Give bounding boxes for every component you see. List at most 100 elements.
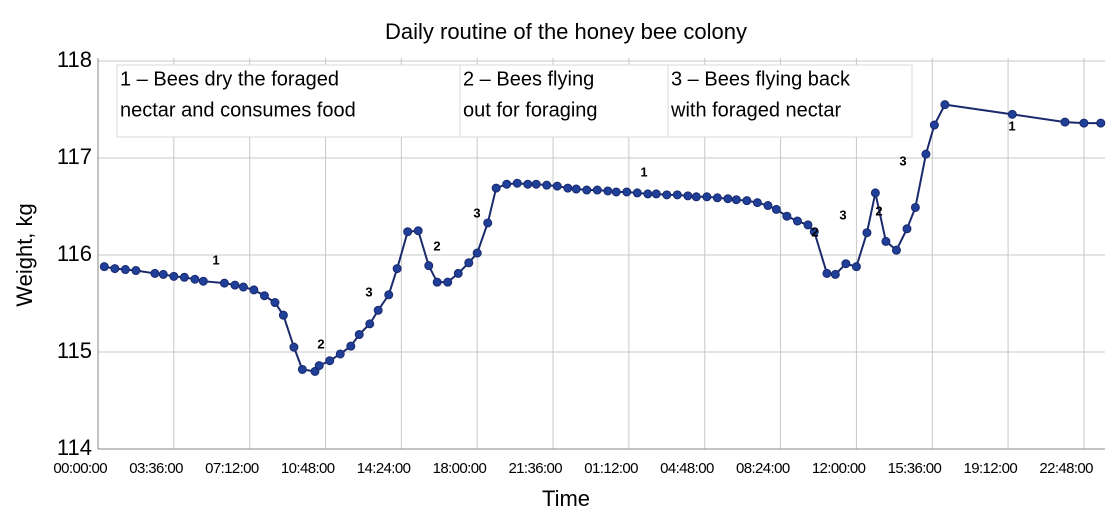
marker bbox=[542, 180, 552, 190]
annotation: 3 bbox=[839, 207, 846, 222]
note-text: 2 – Bees flying bbox=[463, 68, 594, 90]
marker bbox=[150, 268, 160, 278]
marker bbox=[712, 193, 722, 203]
marker bbox=[940, 100, 950, 110]
x-tick-label: 10:48:00 bbox=[281, 460, 335, 477]
marker bbox=[603, 186, 613, 196]
marker bbox=[365, 319, 375, 329]
annotation: 2 bbox=[317, 336, 324, 351]
x-tick-label: 01:12:00 bbox=[584, 460, 638, 477]
note-text: 3 – Bees flying back bbox=[671, 68, 851, 90]
x-tick-label: 14:24:00 bbox=[357, 460, 411, 477]
marker bbox=[472, 248, 482, 258]
y-tick-label: 114 bbox=[57, 435, 92, 460]
marker bbox=[249, 285, 259, 295]
annotation: 3 bbox=[365, 284, 372, 299]
marker bbox=[403, 227, 413, 237]
marker bbox=[270, 298, 280, 308]
marker bbox=[752, 198, 762, 208]
x-tick-label: 18:00:00 bbox=[433, 460, 487, 477]
annotation: 2 bbox=[875, 203, 882, 218]
marker bbox=[483, 218, 493, 228]
marker bbox=[563, 183, 573, 193]
annotation: 1 bbox=[212, 252, 219, 267]
y-axis-label: Weight, kg bbox=[12, 203, 37, 307]
marker bbox=[523, 179, 533, 189]
x-tick-label: 03:36:00 bbox=[129, 460, 183, 477]
marker bbox=[531, 179, 541, 189]
x-tick-label: 07:12:00 bbox=[205, 460, 259, 477]
annotation: 3 bbox=[473, 205, 480, 220]
marker bbox=[1079, 118, 1089, 128]
marker bbox=[691, 192, 701, 202]
x-tick-label: 08:24:00 bbox=[736, 460, 790, 477]
x-tick-label: 12:00:00 bbox=[812, 460, 866, 477]
marker bbox=[346, 341, 356, 351]
marker bbox=[803, 220, 813, 230]
note-text: with foraged nectar bbox=[670, 99, 841, 121]
marker bbox=[622, 187, 632, 197]
marker bbox=[571, 184, 581, 194]
marker bbox=[384, 290, 394, 300]
annotation: 2 bbox=[811, 224, 818, 239]
chart-title: Daily routine of the honey bee colony bbox=[385, 19, 747, 44]
marker bbox=[662, 190, 672, 200]
marker bbox=[841, 259, 851, 269]
marker bbox=[763, 201, 773, 211]
x-tick-label: 15:36:00 bbox=[888, 460, 942, 477]
marker bbox=[432, 277, 442, 287]
y-tick-label: 115 bbox=[57, 338, 92, 363]
marker bbox=[190, 274, 200, 284]
annotation: 2 bbox=[433, 238, 440, 253]
marker bbox=[491, 183, 501, 193]
marker bbox=[219, 278, 229, 288]
marker bbox=[424, 261, 434, 271]
marker bbox=[198, 276, 208, 286]
note-text: 1 – Bees dry the foraged bbox=[120, 68, 339, 90]
x-tick-label: 19:12:00 bbox=[963, 460, 1017, 477]
marker bbox=[278, 310, 288, 320]
x-tick-label: 22:48:00 bbox=[1039, 460, 1093, 477]
x-tick-label: 00:00:00 bbox=[53, 460, 107, 477]
marker bbox=[822, 268, 832, 278]
marker bbox=[771, 204, 781, 214]
marker bbox=[354, 330, 364, 340]
marker bbox=[373, 305, 383, 315]
marker bbox=[502, 179, 512, 189]
marker bbox=[702, 192, 712, 202]
marker bbox=[809, 227, 819, 237]
marker bbox=[131, 266, 141, 276]
marker bbox=[335, 349, 345, 359]
note-box bbox=[667, 64, 913, 138]
marker bbox=[99, 262, 109, 272]
marker bbox=[870, 188, 880, 198]
marker bbox=[552, 181, 562, 191]
annotation: 3 bbox=[899, 153, 906, 168]
marker bbox=[851, 262, 861, 272]
marker bbox=[1096, 118, 1106, 128]
marker bbox=[592, 185, 602, 195]
marker bbox=[929, 120, 939, 130]
marker bbox=[582, 185, 592, 195]
marker bbox=[632, 188, 642, 198]
marker bbox=[611, 187, 621, 197]
marker bbox=[1007, 109, 1017, 119]
marker bbox=[881, 236, 891, 246]
marker bbox=[651, 189, 661, 199]
marker bbox=[683, 191, 693, 201]
marker bbox=[325, 356, 335, 366]
marker bbox=[230, 280, 240, 290]
marker bbox=[643, 189, 653, 199]
y-tick-label: 117 bbox=[57, 144, 92, 169]
marker bbox=[731, 195, 741, 205]
marker bbox=[910, 202, 920, 212]
marker bbox=[158, 269, 168, 279]
annotation: 1 bbox=[1008, 118, 1015, 133]
marker bbox=[830, 269, 840, 279]
marker bbox=[238, 282, 248, 292]
marker bbox=[259, 291, 269, 301]
marker bbox=[169, 271, 179, 281]
marker bbox=[921, 149, 931, 159]
marker bbox=[862, 228, 872, 238]
